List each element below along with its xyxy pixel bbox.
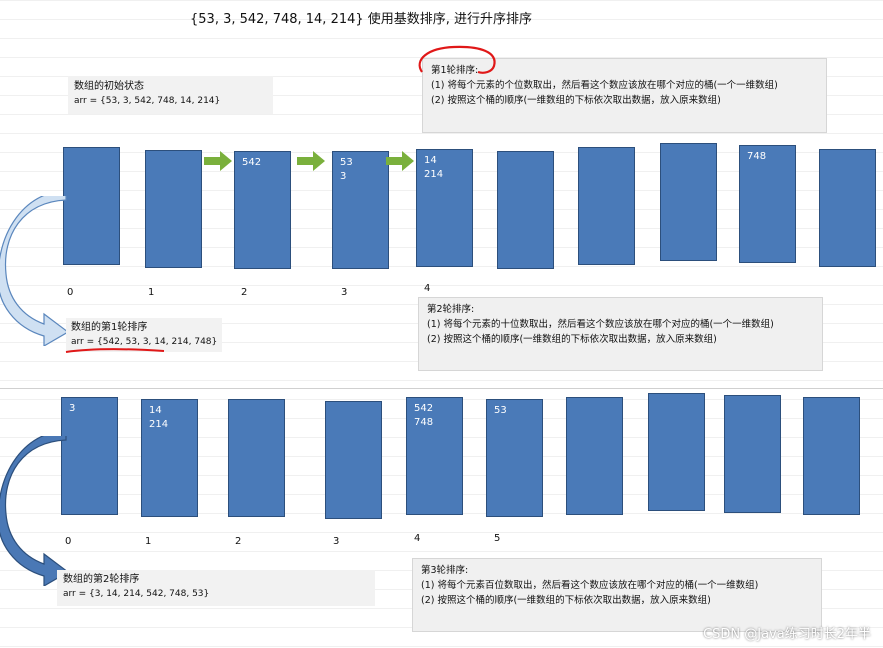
round2-step2: (2) 按照这个桶的顺序(一维数组的下标依次取出数据，放入原来数组)	[427, 334, 717, 345]
round2-bucket-6	[566, 397, 623, 515]
green-arrow-icon	[204, 151, 232, 171]
after-round2-box: 数组的第2轮排序 arr = {3, 14, 214, 542, 748, 53…	[57, 570, 375, 606]
round3-note: 第3轮排序: (1) 将每个元素百位数取出，然后看这个数应该放在哪个对应的桶(一…	[412, 558, 822, 632]
round2-bucket-3	[325, 401, 382, 519]
red-circle-highlight	[418, 45, 496, 74]
round2-bucket-4: 542 748	[406, 397, 463, 515]
watermark: CSDN @Java练习时长2年半	[703, 627, 871, 642]
round1-bucket-8: 748	[739, 145, 796, 263]
green-arrow-icon	[297, 151, 325, 171]
round1-index-0: 0	[67, 287, 74, 298]
round2-index-3: 3	[333, 536, 340, 547]
round3-step1: (1) 将每个元素百位数取出，然后看这个数应该放在哪个对应的桶(一个一维数组)	[421, 580, 759, 591]
round2-bucket-item: 53	[494, 405, 507, 416]
curved-arrow-icon	[0, 436, 70, 586]
round2-bucket-5: 53	[486, 399, 543, 517]
round1-bucket-item: 542	[242, 157, 262, 168]
page-title: {53, 3, 542, 748, 14, 214} 使用基数排序, 进行升序排…	[190, 12, 533, 27]
after-round1-box: 数组的第1轮排序 arr = {542, 53, 3, 14, 214, 748…	[66, 318, 222, 352]
round1-bucket-6	[578, 147, 635, 265]
round1-bucket-2: 542	[234, 151, 291, 269]
round3-heading: 第3轮排序:	[421, 565, 469, 576]
after-round1-label: 数组的第1轮排序	[71, 322, 148, 333]
round1-step2: (2) 按照这个桶的顺序(一维数组的下标依次取出数据，放入原来数组)	[431, 95, 721, 106]
round2-bucket-2	[228, 399, 285, 517]
round2-step1: (1) 将每个元素的十位数取出，然后看这个数应该放在哪个对应的桶(一个一维数组)	[427, 319, 774, 330]
round2-bucket-item: 214	[149, 419, 169, 430]
green-arrow-icon	[386, 151, 414, 171]
round1-bucket-5	[497, 151, 554, 269]
round2-index-0: 0	[65, 536, 72, 547]
round2-bucket-0: 3	[61, 397, 118, 515]
round3-step2: (2) 按照这个桶的顺序(一维数组的下标依次取出数据，放入原来数组)	[421, 595, 711, 606]
round2-bucket-9	[803, 397, 860, 515]
after-round2-value: arr = {3, 14, 214, 542, 748, 53}	[63, 589, 210, 599]
round1-bucket-9	[819, 149, 876, 267]
round1-bucket-item: 748	[747, 151, 767, 162]
round1-index-3: 3	[341, 287, 348, 298]
round2-bucket-item: 748	[414, 417, 434, 428]
round1-bucket-4: 14 214	[416, 149, 473, 267]
section-divider	[0, 388, 883, 389]
round2-bucket-item: 542	[414, 403, 434, 414]
round2-note: 第2轮排序: (1) 将每个元素的十位数取出，然后看这个数应该放在哪个对应的桶(…	[418, 297, 823, 371]
round2-bucket-7	[648, 393, 705, 511]
after-round2-label: 数组的第2轮排序	[63, 574, 140, 585]
round2-bucket-8	[724, 395, 781, 513]
initial-state-value: arr = {53, 3, 542, 748, 14, 214}	[74, 96, 221, 106]
initial-state-box: 数组的初始状态 arr = {53, 3, 542, 748, 14, 214}	[68, 76, 273, 114]
round1-bucket-0	[63, 147, 120, 265]
round2-bucket-item: 14	[149, 405, 162, 416]
round1-bucket-item: 3	[340, 171, 347, 182]
round2-bucket-item: 3	[69, 403, 76, 414]
round2-heading: 第2轮排序:	[427, 304, 475, 315]
round1-index-2: 2	[241, 287, 248, 298]
round2-index-4: 4	[414, 533, 421, 544]
round1-bucket-7	[660, 143, 717, 261]
initial-state-label: 数组的初始状态	[74, 81, 144, 92]
after-round1-value: arr = {542, 53, 3, 14, 214, 748}	[71, 337, 218, 347]
round2-index-1: 1	[145, 536, 152, 547]
round2-index-2: 2	[235, 536, 242, 547]
round1-index-4: 4	[424, 283, 431, 294]
round1-heading: 第1轮排序:	[431, 65, 479, 76]
curved-arrow-icon	[0, 196, 70, 346]
round1-index-1: 1	[148, 287, 155, 298]
round1-bucket-item: 53	[340, 157, 353, 168]
round1-step1: (1) 将每个元素的个位数取出，然后看这个数应该放在哪个对应的桶(一个一维数组)	[431, 80, 778, 91]
red-underline-highlight	[65, 348, 165, 353]
round2-bucket-1: 14 214	[141, 399, 198, 517]
round1-bucket-item: 214	[424, 169, 444, 180]
round1-bucket-item: 14	[424, 155, 437, 166]
round1-bucket-1	[145, 150, 202, 268]
round1-bucket-3: 53 3	[332, 151, 389, 269]
round2-index-5: 5	[494, 533, 501, 544]
